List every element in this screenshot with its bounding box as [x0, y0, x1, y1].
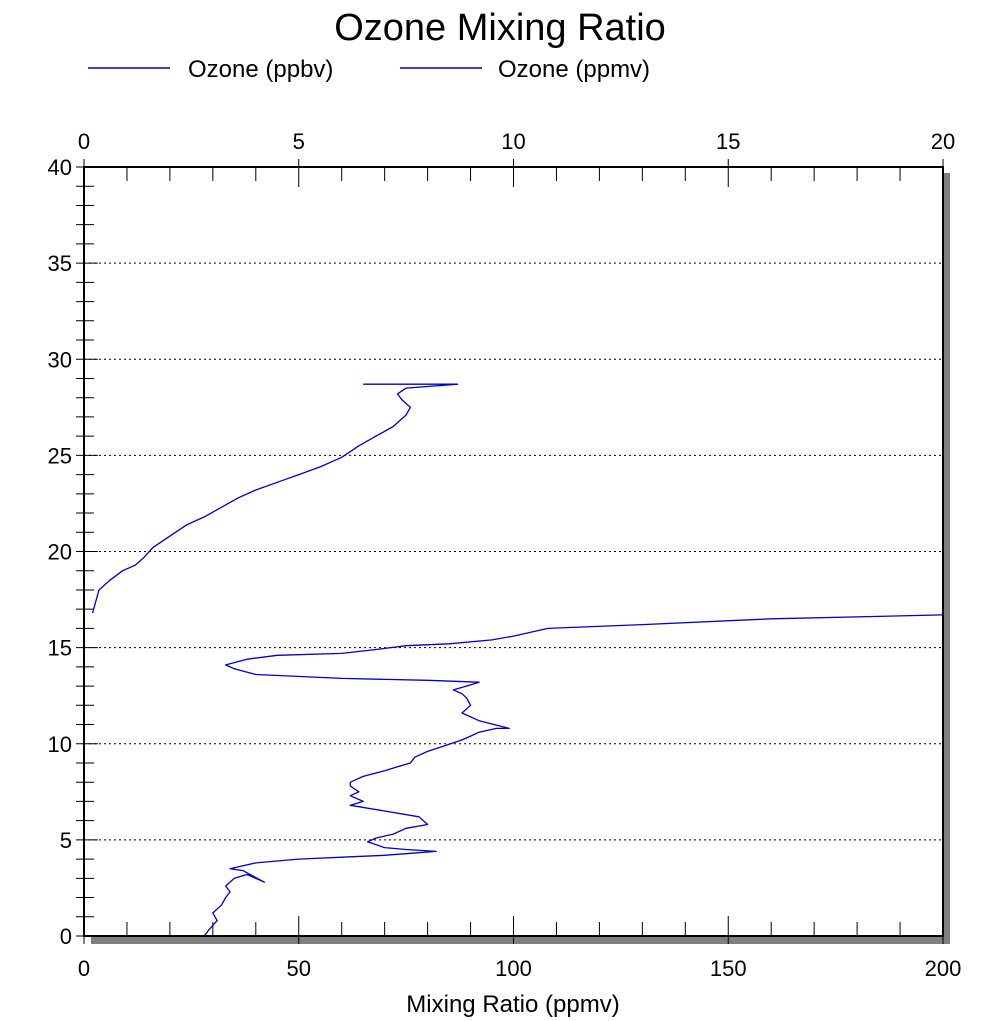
- x-bottom-tick-label: 100: [495, 956, 532, 981]
- x-top-tick-label: 5: [293, 129, 305, 154]
- series-line-1: [91, 383, 459, 614]
- legend: Ozone (ppbv) Ozone (ppmv): [88, 56, 650, 83]
- series-line-0: [203, 614, 944, 937]
- x-bottom-tick-label: 150: [710, 956, 747, 981]
- plot-frame: [83, 166, 944, 937]
- series-group: [91, 383, 944, 937]
- x-top-tick-label: 15: [716, 129, 740, 154]
- plot-shadow-right: [943, 173, 950, 944]
- x-bottom-tick-label: 0: [78, 956, 90, 981]
- x-top-tick-label: 0: [78, 129, 90, 154]
- y-tick-label: 10: [48, 732, 72, 757]
- x-bottom-tick-label: 200: [925, 956, 962, 981]
- y-tick-label: 40: [48, 155, 72, 180]
- y-tick-label: 5: [60, 828, 72, 853]
- x-axis-label: Mixing Ratio (ppmv): [406, 991, 619, 1018]
- y-tick-label: 30: [48, 347, 72, 372]
- plot-shadow-bottom: [91, 936, 950, 944]
- x-top-tick-label: 20: [931, 129, 955, 154]
- y-tick-label: 15: [48, 636, 72, 661]
- x-top-tick-label: 10: [501, 129, 525, 154]
- y-tick-label: 20: [48, 540, 72, 565]
- chart-title: Ozone Mixing Ratio: [334, 7, 666, 49]
- y-tick-label: 35: [48, 251, 72, 276]
- x-bottom-tick-label: 50: [287, 956, 311, 981]
- y-tick-label: 0: [60, 924, 72, 949]
- legend-label-ppmv: Ozone (ppmv): [498, 56, 650, 83]
- legend-label-ppbv: Ozone (ppbv): [188, 56, 333, 83]
- grid: [84, 262, 943, 841]
- y-tick-label: 25: [48, 443, 72, 468]
